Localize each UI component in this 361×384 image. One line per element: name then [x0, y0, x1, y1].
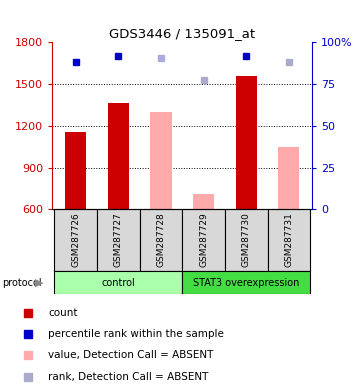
Text: protocol: protocol: [2, 278, 42, 288]
Bar: [150, 112, 171, 209]
Bar: [55, 209, 97, 271]
Text: GSM287728: GSM287728: [157, 213, 165, 267]
Bar: [278, 147, 300, 209]
Bar: [182, 271, 310, 294]
Text: percentile rank within the sample: percentile rank within the sample: [48, 329, 224, 339]
Text: GSM287727: GSM287727: [114, 213, 123, 267]
Bar: [108, 104, 129, 209]
Text: GSM287730: GSM287730: [242, 213, 251, 267]
Text: count: count: [48, 308, 78, 318]
Text: GSM287731: GSM287731: [284, 213, 293, 267]
Bar: [55, 271, 182, 294]
Title: GDS3446 / 135091_at: GDS3446 / 135091_at: [109, 26, 255, 40]
Bar: [97, 209, 140, 271]
Text: ▶: ▶: [35, 278, 44, 288]
Text: GSM287729: GSM287729: [199, 213, 208, 267]
Bar: [193, 194, 214, 209]
Text: value, Detection Call = ABSENT: value, Detection Call = ABSENT: [48, 351, 214, 361]
Text: control: control: [101, 278, 135, 288]
Bar: [225, 209, 268, 271]
Text: rank, Detection Call = ABSENT: rank, Detection Call = ABSENT: [48, 372, 209, 382]
Bar: [236, 76, 257, 209]
Bar: [140, 209, 182, 271]
Bar: [268, 209, 310, 271]
Text: STAT3 overexpression: STAT3 overexpression: [193, 278, 299, 288]
Bar: [182, 209, 225, 271]
Bar: [65, 132, 86, 209]
Text: GSM287726: GSM287726: [71, 213, 80, 267]
